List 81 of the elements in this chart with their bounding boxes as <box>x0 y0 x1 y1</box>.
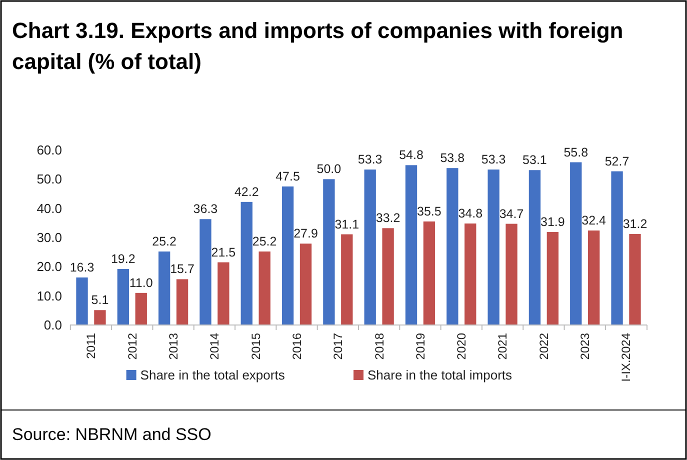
legend-label: Share in the total imports <box>368 368 513 383</box>
bar <box>240 202 252 325</box>
text: 15.7 <box>170 262 194 276</box>
text: 53.8 <box>440 151 465 166</box>
text: 31.2 <box>622 217 648 231</box>
text: 53.3 <box>358 152 382 167</box>
text: 42.2 <box>234 184 259 199</box>
bar <box>464 224 476 325</box>
y-tick-label: 0.0 <box>44 318 62 333</box>
bar <box>446 168 458 325</box>
bar <box>258 252 270 325</box>
legend-label: Share in the total exports <box>140 368 286 383</box>
y-tick-label: 40.0 <box>36 200 62 216</box>
bar <box>382 228 394 325</box>
bar <box>488 170 500 325</box>
x-tick-label: 2018 <box>372 332 386 360</box>
text: 34.8 <box>458 206 483 220</box>
bar <box>570 162 582 325</box>
bar <box>176 279 188 325</box>
text: 33.2 <box>376 211 400 226</box>
text: 55.8 <box>564 145 588 160</box>
text: 50.0 <box>316 162 342 176</box>
x-tick-label: 2014 <box>208 332 222 360</box>
bar <box>629 234 641 325</box>
bar <box>117 269 129 325</box>
bar <box>364 170 376 325</box>
text: 53.1 <box>522 153 547 168</box>
bar <box>546 232 559 325</box>
text: 16.3 <box>70 260 94 274</box>
y-tick-label: 60.0 <box>36 142 62 158</box>
text: 47.5 <box>276 169 300 184</box>
x-tick-label: 2011 <box>84 332 98 359</box>
x-tick-label: 2015 <box>248 332 263 360</box>
y-tick-label: 20.0 <box>36 259 62 274</box>
bar <box>506 224 518 325</box>
bar <box>76 277 88 325</box>
text: 5.1 <box>91 293 109 308</box>
bar <box>323 179 335 325</box>
bar <box>341 234 353 325</box>
text: 25.2 <box>252 234 277 248</box>
text: 21.5 <box>211 245 236 260</box>
text: 52.7 <box>604 154 630 168</box>
text: 35.5 <box>417 204 442 218</box>
x-tick-label: 2017 <box>331 332 346 360</box>
text: 31.9 <box>540 214 565 229</box>
text: 11.0 <box>129 276 153 290</box>
bar <box>423 221 436 325</box>
bar <box>135 292 147 325</box>
bar <box>218 262 230 325</box>
x-tick-label: 2019 <box>413 332 428 360</box>
text: 32.4 <box>582 214 606 228</box>
bar <box>282 186 294 325</box>
text: 53.3 <box>481 152 506 167</box>
bar <box>94 310 106 325</box>
y-tick-label: 30.0 <box>36 230 62 246</box>
source-note: Source: NBRNM and SSO <box>12 425 212 444</box>
text: 31.1 <box>334 217 360 232</box>
y-tick-label: 50.0 <box>36 172 62 187</box>
bar <box>528 170 541 325</box>
x-tick-label: 2016 <box>290 332 304 360</box>
x-tick-label: 2023 <box>578 332 592 360</box>
bar <box>300 244 312 325</box>
bar <box>405 165 418 325</box>
text: 34.7 <box>499 206 524 221</box>
text: 54.8 <box>399 148 424 162</box>
x-tick-label: 2022 <box>536 332 551 360</box>
x-tick-label: 2012 <box>125 332 140 360</box>
bar <box>158 252 170 325</box>
bar <box>200 219 212 325</box>
text: 25.2 <box>152 234 176 248</box>
bar <box>588 230 600 325</box>
text: 36.3 <box>193 202 218 216</box>
text: 27.9 <box>294 226 318 241</box>
x-tick-label: I-IX.2024 <box>619 332 634 382</box>
x-tick-label: 2020 <box>454 332 469 360</box>
x-tick-label: 2021 <box>496 332 510 360</box>
chart-title: Chart 3.19. Exports and imports of companies with foreign capital (% of total) <box>12 18 624 74</box>
text: 19.2 <box>110 252 136 266</box>
y-tick-label: 10.0 <box>36 288 62 304</box>
x-tick-label: 2013 <box>166 332 180 360</box>
bar <box>611 171 623 325</box>
